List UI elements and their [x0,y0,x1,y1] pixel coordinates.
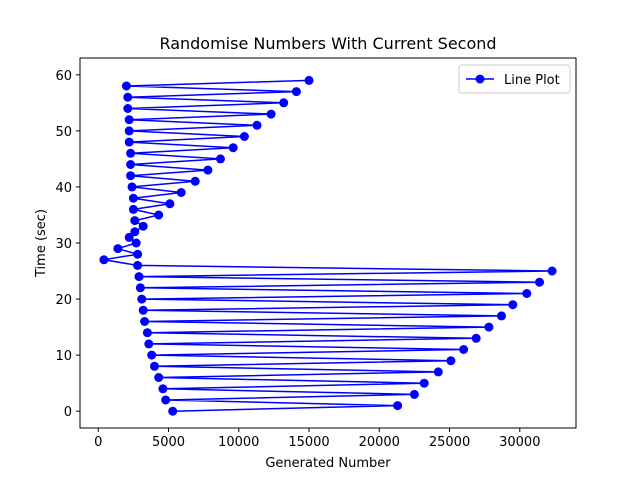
series-line [103,79,553,412]
data-point [161,395,171,405]
data-point [133,260,143,270]
data-point [176,188,186,197]
data-point [138,305,148,315]
x-tick-label: 10000 [218,435,259,450]
data-point [168,406,178,416]
legend: Line Plot [458,64,571,94]
y-tick-label: 40 [55,181,72,196]
data-point [279,98,289,108]
data-point [547,266,557,276]
data-point [135,283,145,293]
data-point [508,300,518,310]
data-point [113,244,123,254]
data-point [158,384,168,394]
data-point [291,87,301,97]
data-point [99,255,109,265]
y-tick-label: 30 [55,237,72,252]
legend-frame [458,64,571,94]
data-point [497,311,506,321]
data-point [126,160,136,169]
data-point [123,92,133,102]
y-tick-label: 10 [55,349,72,364]
data-point [138,221,148,231]
data-point [522,289,532,298]
data-point [137,294,147,304]
data-point [216,154,225,164]
data-point [128,204,138,214]
data-point [126,171,136,181]
data-point [446,356,456,366]
x-tick-label: 0 [94,435,102,450]
data-point [133,249,143,259]
data-point [304,75,314,85]
data-point [121,81,131,91]
data-point [134,272,144,282]
y-tick-label: 20 [55,293,72,308]
y-axis-label: Time (sec) [34,209,49,278]
data-point [535,277,544,287]
data-point [266,109,276,119]
data-point [147,350,157,360]
data-point [140,317,150,326]
data-point [123,104,133,113]
data-point [165,199,175,209]
data-point [130,227,140,237]
data-point [127,182,137,192]
y-tick-label: 0 [64,405,72,420]
data-point [471,333,481,343]
x-tick-label: 5000 [152,435,185,450]
data-point [190,176,200,186]
data-point [484,322,494,332]
data-point [228,143,238,153]
data-point [150,361,159,371]
data-point [144,339,154,349]
data-point [131,238,141,248]
data-point [124,115,134,125]
data-point [154,210,164,220]
x-tick-label: 30000 [499,435,540,450]
data-point [459,345,469,354]
x-tick-label: 15000 [288,435,329,450]
data-point [252,120,262,130]
data-point [419,378,429,388]
data-point [124,126,134,136]
data-point [393,401,403,411]
y-tick-label: 50 [55,125,72,140]
y-tick-label: 60 [55,69,72,84]
data-point [239,132,249,141]
data-point [409,389,419,399]
x-axis: 0 5000 10000 15000 20000 25000 30000 [94,428,540,450]
x-axis-label: Generated Number [265,456,391,471]
data-point [124,232,134,242]
chart-title: Randomise Numbers With Current Second [159,34,496,53]
legend-label: Line Plot [504,73,560,88]
legend-marker-swatch [475,74,485,84]
y-axis: 0 10 20 30 40 50 60 [55,69,80,420]
x-tick-label: 20000 [359,435,400,450]
data-point [128,193,138,203]
x-tick-label: 25000 [429,435,470,450]
data-point [124,137,134,147]
data-point [142,328,152,338]
plot-area [99,75,557,416]
data-point [154,373,164,382]
data-point [130,216,140,226]
data-point [203,165,213,175]
data-point [433,367,443,377]
data-point [126,148,136,158]
